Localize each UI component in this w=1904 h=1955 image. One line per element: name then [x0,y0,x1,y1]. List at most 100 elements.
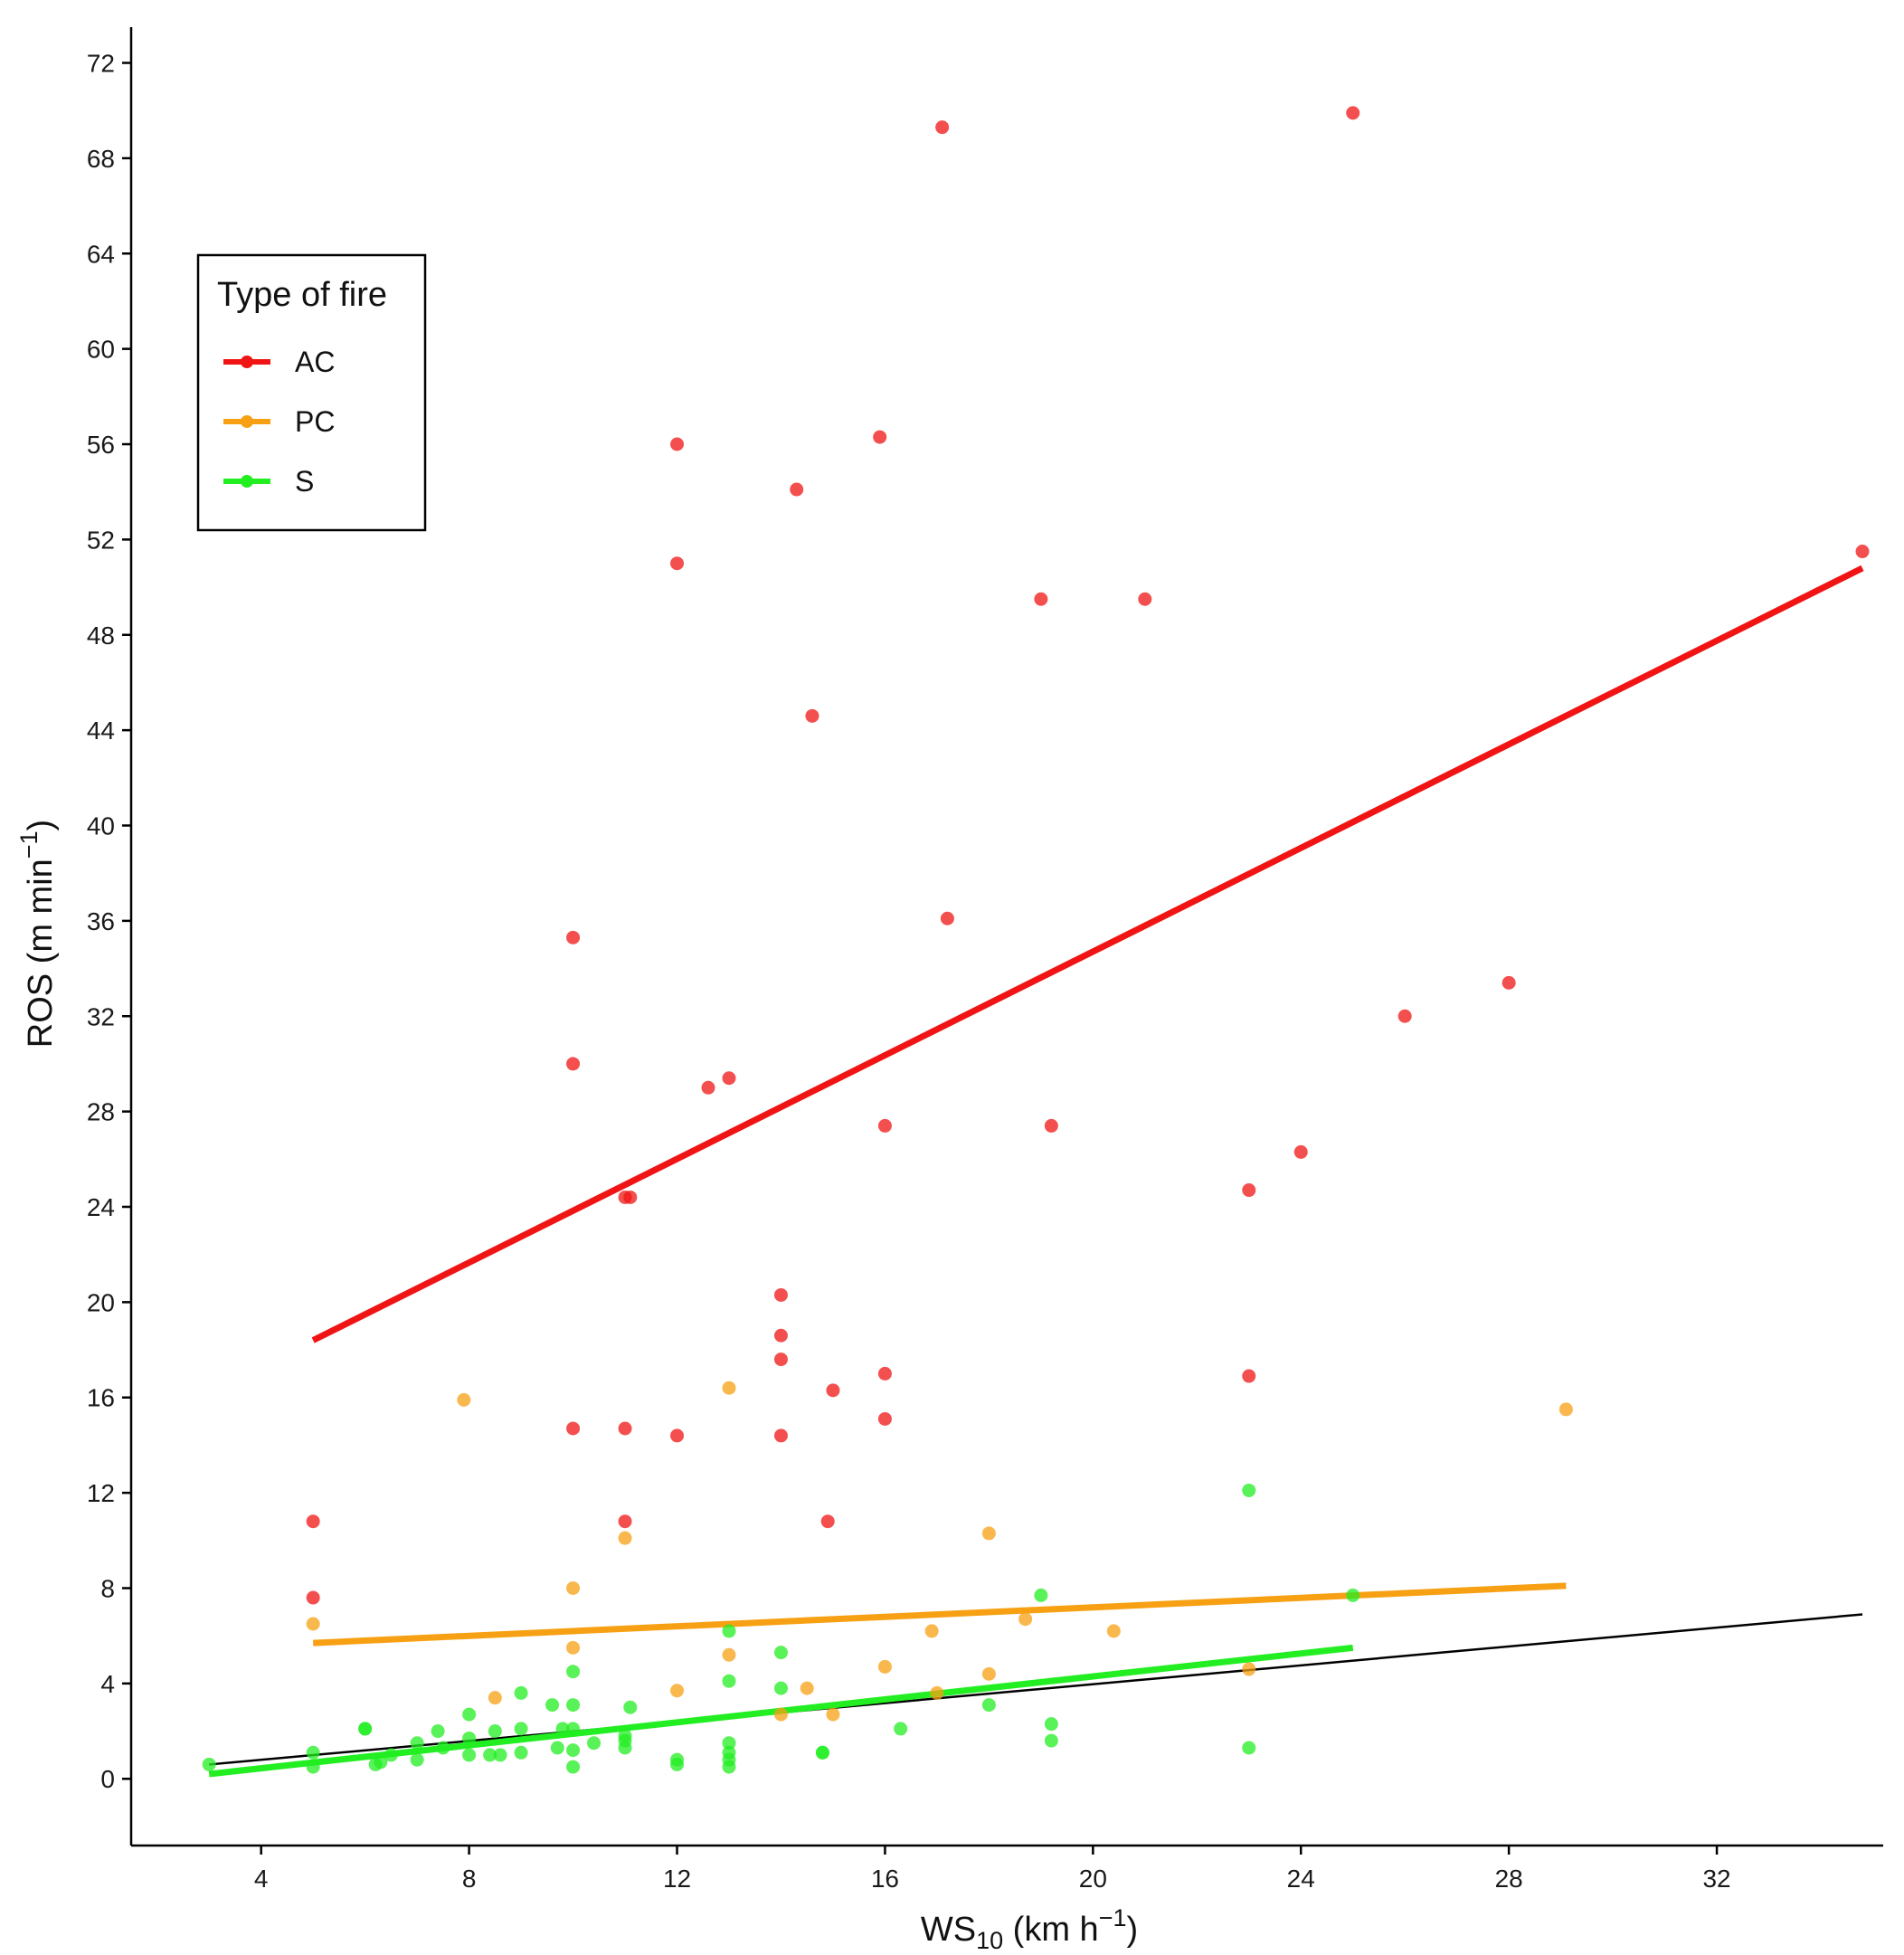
y-tick-label: 48 [87,622,115,650]
point-s [566,1760,581,1774]
legend-title: Type of fire [217,276,387,314]
point-s [545,1698,560,1713]
point-ac [618,1514,632,1529]
point-s [566,1665,581,1679]
point-s [306,1745,320,1760]
y-tick-label: 32 [87,1002,115,1030]
point-pc [981,1666,996,1681]
point-ac [877,1366,892,1381]
point-pc [826,1707,840,1722]
legend: Type of fire AC PC S [196,253,427,532]
fit-line-pc [313,1582,1567,1647]
point-pc [981,1526,996,1541]
point-s [618,1733,632,1748]
x-axis-label-sub: 10 [976,1927,1003,1954]
point-s [566,1698,581,1713]
point-pc [566,1580,581,1595]
y-tick-label: 44 [87,717,115,745]
point-s [566,1722,581,1736]
x-tick-label: 8 [462,1865,477,1893]
y-tick-label: 52 [87,526,115,554]
y-tick-label: 8 [100,1574,115,1602]
point-ac [306,1590,320,1605]
point-ac [1034,592,1048,606]
y-tick-label: 0 [100,1765,115,1793]
point-ac [773,1428,788,1443]
point-pc [1106,1624,1121,1638]
point-ac [670,1428,685,1443]
point-s [410,1752,424,1767]
point-s [1346,1588,1360,1602]
point-ac [773,1352,788,1367]
point-s [555,1722,570,1736]
point-ac [935,120,950,135]
x-tick-label: 24 [1287,1865,1315,1893]
point-pc [457,1392,471,1407]
y-tick-label: 68 [87,145,115,173]
point-s [483,1748,497,1762]
point-s [384,1748,398,1762]
x-tick-label: 32 [1702,1865,1730,1893]
point-pc [670,1684,685,1698]
point-s [1242,1483,1256,1497]
point-pc [1018,1612,1033,1627]
point-s [1044,1733,1058,1748]
point-s [358,1722,373,1736]
point-s [623,1700,638,1714]
y-axis-label-suffix: ) [22,820,60,831]
point-ac [873,430,887,444]
point-s [514,1722,528,1736]
point-s [815,1745,829,1760]
x-axis-label-main: WS [921,1911,976,1949]
legend-key-point-s [241,475,253,488]
y-tick-label: 28 [87,1098,115,1126]
point-ac [701,1080,715,1095]
y-tick-label: 4 [100,1670,115,1698]
point-ac [773,1328,788,1343]
point-pc [877,1659,892,1674]
y-tick-label: 40 [87,812,115,840]
point-s [722,1736,736,1751]
point-pc [1558,1402,1573,1417]
point-pc [1242,1662,1256,1676]
point-pc [722,1381,736,1395]
point-ac [877,1411,892,1426]
point-ac [940,911,954,925]
y-tick-label: 20 [87,1288,115,1316]
point-s [493,1748,507,1762]
point-ac [1242,1183,1256,1198]
y-axis-label-main: ROS (m min [22,859,60,1048]
point-pc [488,1691,502,1705]
legend-key-point-ac [241,356,253,368]
x-tick-label: 28 [1495,1865,1523,1893]
point-s [722,1624,736,1638]
point-ac [1293,1144,1308,1159]
point-ac [773,1287,788,1302]
overall-fit-line [209,1613,1863,1766]
x-ticks: 4 8 12 16 20 24 28 32 [254,1846,1731,1893]
point-ac [1242,1369,1256,1383]
point-s [488,1724,502,1739]
point-ac [1501,975,1516,990]
point-s [306,1760,320,1774]
legend-items: AC PC S [223,346,335,498]
point-s [981,1698,996,1713]
y-tick-label: 12 [87,1479,115,1507]
point-pc [800,1681,814,1695]
point-s [566,1743,581,1758]
point-pc [924,1624,939,1638]
point-ac [670,556,685,571]
x-tick-label: 4 [254,1865,269,1893]
point-s [1242,1741,1256,1755]
point-s [202,1757,216,1771]
y-tick-label: 24 [87,1193,115,1221]
y-tick-label: 72 [87,50,115,78]
point-ac [618,1421,632,1436]
x-axis-label-units-suffix: ) [1126,1911,1138,1949]
y-axis-title: ROS (m min−1) [15,820,60,1048]
point-s [670,1757,685,1771]
point-s [1044,1717,1058,1732]
legend-label-ac: AC [295,346,335,378]
point-s [410,1736,424,1751]
